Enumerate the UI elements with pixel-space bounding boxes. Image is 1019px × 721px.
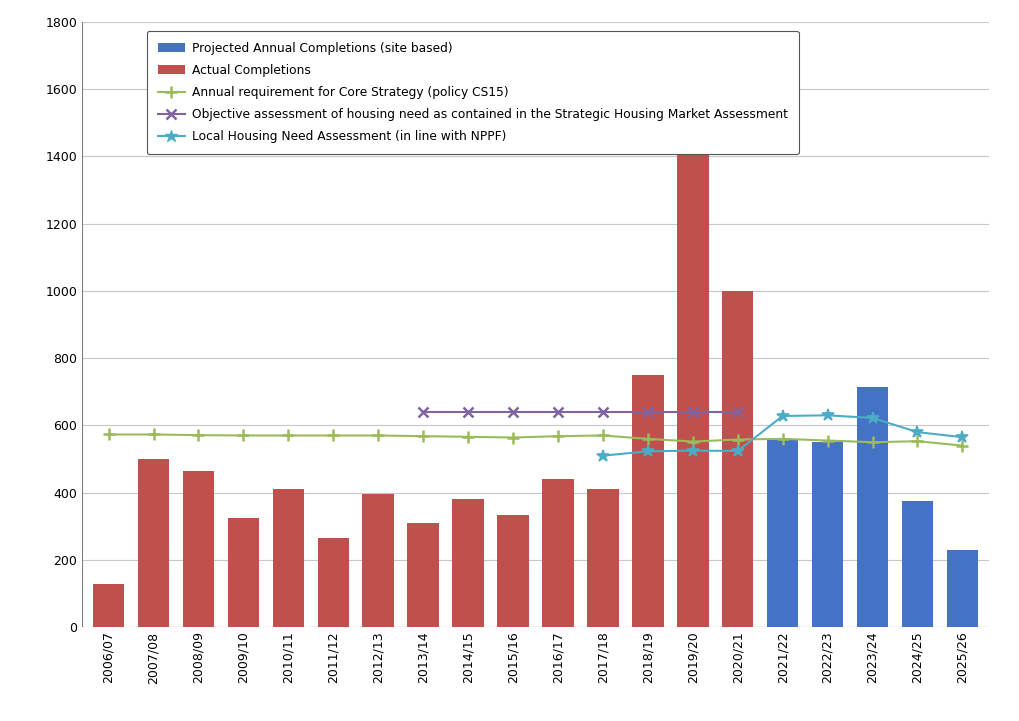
Bar [766, 439, 798, 627]
Bar [946, 550, 977, 627]
Bar [138, 459, 169, 627]
Bar [721, 291, 753, 627]
Bar [182, 471, 214, 627]
Bar [497, 515, 528, 627]
Bar [317, 538, 348, 627]
Bar [901, 501, 932, 627]
Bar [811, 442, 843, 627]
Bar [856, 386, 888, 627]
Bar [542, 479, 573, 627]
Bar [93, 583, 124, 627]
Legend: Projected Annual Completions (site based), Actual Completions, Annual requiremen: Projected Annual Completions (site based… [147, 31, 798, 154]
Bar [632, 375, 663, 627]
Bar [451, 500, 483, 627]
Bar [407, 523, 438, 627]
Bar [587, 490, 619, 627]
Bar [677, 86, 708, 627]
Bar [362, 495, 393, 627]
Bar [272, 490, 304, 627]
Bar [227, 518, 259, 627]
